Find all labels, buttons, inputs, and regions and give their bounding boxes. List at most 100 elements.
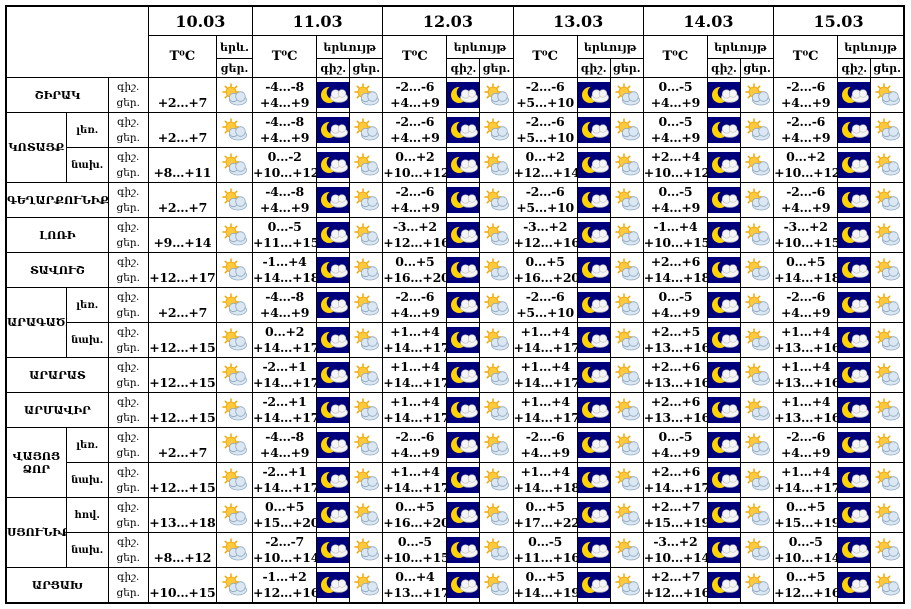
night-icon-cell	[316, 182, 351, 219]
moon-cloud-icon	[317, 327, 349, 354]
temp-cell: -1...+2 +12...+16	[251, 567, 318, 604]
sun-cloud-icon	[481, 188, 511, 212]
night-temp: -2...-7	[265, 533, 304, 549]
night-temp: +2...+6	[650, 463, 701, 479]
sun-cloud-icon	[742, 363, 772, 387]
night-temp: +1...+4	[390, 393, 440, 409]
day-temp: +10...+15	[149, 585, 216, 601]
night-icon-cell	[706, 567, 741, 604]
day-temp: +2...+7	[157, 445, 208, 461]
day-icon-cell	[870, 112, 905, 149]
table-row: ԱՐԱԳԱԾՈՏՆլեռ.գիշ.ցեր.+2...+7-4...-8+4...…	[5, 287, 905, 359]
header-row-dates: 10.03 11.03 12.03 13.03 14.03 15.03	[5, 5, 905, 78]
sun-cloud-icon	[219, 328, 249, 352]
night-temp	[149, 464, 215, 481]
day-icon-cell	[870, 147, 905, 184]
night-temp: -2...-6	[525, 113, 565, 129]
night-label: գիշ.	[117, 326, 140, 339]
night-icon-cell	[316, 532, 351, 569]
temp-cell: 0...-5 +4...+9	[642, 427, 708, 464]
night-icon-cell	[446, 357, 481, 394]
moon-cloud-icon	[838, 222, 870, 249]
moon-cloud-icon	[838, 572, 870, 599]
day-icon-cell	[870, 357, 905, 394]
night-temp	[149, 184, 215, 201]
temp-cell: -2...+1 +14...+17	[251, 462, 318, 499]
region-name: ՍՅՈՒՆԻՔ	[5, 497, 67, 569]
night-icon-cell	[446, 497, 481, 534]
temp-cell: -1...+4 +10...+15	[642, 217, 708, 254]
day-temp: +4...+9	[780, 445, 831, 461]
day-icon-cell	[479, 112, 514, 149]
day-icon-cell	[479, 567, 514, 604]
night-icon-cell	[576, 322, 611, 359]
temp-cell: -2...-6 +4...+9	[773, 287, 839, 324]
day-icon-cell	[739, 567, 775, 604]
day-icon-cell	[479, 462, 514, 499]
temp-cell: +8...+12	[147, 532, 217, 569]
night-icon-cell	[316, 427, 351, 464]
night-icon-cell	[446, 392, 481, 429]
moon-cloud-icon	[578, 502, 610, 529]
moon-cloud-icon	[708, 537, 740, 564]
date-header: 12.03	[382, 5, 514, 36]
day-icon-cell	[215, 462, 254, 499]
day-icon-cell	[870, 497, 905, 534]
sun-cloud-icon	[612, 468, 642, 492]
night-temp	[149, 114, 215, 131]
night-temp: 0...+2	[265, 323, 305, 339]
moon-cloud-icon	[838, 292, 870, 319]
sun-cloud-icon	[481, 573, 511, 597]
moon-cloud-icon	[708, 467, 740, 494]
night-icon-cell	[576, 112, 611, 149]
sun-cloud-icon	[612, 573, 642, 597]
moon-cloud-icon	[578, 432, 610, 459]
day-temp: +14...+17	[383, 410, 447, 426]
night-temp: +1...+4	[390, 323, 440, 339]
moon-cloud-icon	[838, 362, 870, 389]
temp-header: T⁰C	[642, 35, 708, 78]
day-temp: +5...+10	[516, 95, 574, 111]
night-temp	[149, 359, 215, 376]
subregion-label: հով.	[65, 497, 109, 534]
day-temp: +10...+15	[383, 550, 447, 566]
sun-cloud-icon	[612, 83, 642, 107]
moon-cloud-icon	[317, 572, 349, 599]
sun-cloud-icon	[481, 538, 511, 562]
day-icon-cell	[609, 76, 644, 114]
sun-cloud-icon	[872, 293, 902, 317]
sun-cloud-icon	[742, 398, 772, 422]
temp-header: T⁰C	[251, 35, 318, 78]
day-temp: +14...+18	[253, 270, 317, 286]
phenomenon-day-header: երև.	[215, 35, 254, 59]
moon-cloud-icon	[317, 117, 349, 144]
corner-cell	[5, 5, 149, 78]
day-icon-cell	[349, 427, 384, 464]
day-icon-cell	[870, 287, 905, 324]
night-icon-cell	[837, 497, 872, 534]
sun-cloud-icon	[872, 468, 902, 492]
date-header: 13.03	[512, 5, 644, 36]
day-temp: +14...+18	[643, 270, 708, 286]
day-temp: +4...+9	[780, 95, 831, 111]
night-temp: -1...+4	[262, 253, 307, 269]
day-temp: +4...+9	[650, 130, 701, 146]
day-temp: +14...+17	[383, 375, 447, 391]
night-icon-cell	[446, 567, 481, 604]
moon-cloud-icon	[708, 187, 740, 214]
sun-cloud-icon	[742, 118, 772, 142]
table-row: ՇԻՐԱԿ գիշ. ցեր. +2...+7 -4...-8 +4...+9 -2...-…	[5, 76, 905, 114]
day-icon-cell	[349, 182, 384, 219]
day-temp: +4...+9	[390, 200, 440, 216]
night-day-label: գիշ. ցեր.	[107, 357, 149, 394]
day-temp: +10...+14	[253, 550, 317, 566]
sun-cloud-icon	[612, 538, 642, 562]
day-icon-cell	[739, 462, 775, 499]
day-temp: +4...+9	[259, 200, 310, 216]
moon-cloud-icon	[447, 327, 479, 354]
temp-cell: +1...+4 +14...+17	[512, 357, 578, 394]
night-temp: -2...-6	[395, 78, 435, 94]
day-label: ցեր.	[116, 447, 140, 460]
sun-cloud-icon	[481, 258, 511, 282]
table-row: նախ. գիշ. ցեր. +8...+11 0...-2 +10...+12 0...+…	[6, 147, 905, 184]
